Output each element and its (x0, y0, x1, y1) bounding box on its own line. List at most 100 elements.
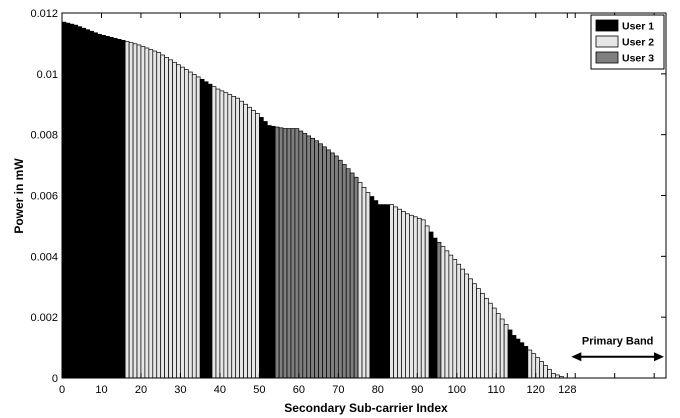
x-tick-label-128: 128 (558, 384, 576, 396)
bar-subcarrier-77 (361, 187, 367, 379)
bar-subcarrier-64 (310, 137, 316, 379)
bar-subcarrier-110 (491, 307, 497, 379)
y-axis-title: Power in mW (12, 158, 26, 234)
x-axis-title: Secondary Sub-carrier Index (284, 401, 448, 415)
primary-band-arrow-left-head (571, 352, 582, 362)
legend-swatch-1 (595, 19, 619, 32)
bar-subcarrier-56 (278, 127, 284, 379)
bar-subcarrier-4 (73, 24, 79, 379)
bar-subcarrier-72 (341, 164, 347, 379)
y-tick-label-6: 0.012 (30, 8, 58, 20)
bar-subcarrier-1 (61, 21, 67, 379)
bar-subcarrier-60 (294, 128, 300, 379)
bar-subcarrier-6 (81, 27, 87, 379)
x-tick-label-110: 110 (487, 384, 505, 396)
bar-subcarrier-78 (365, 192, 371, 379)
bar-subcarrier-53 (266, 125, 272, 379)
bar-subcarrier-66 (318, 143, 323, 379)
bar-subcarrier-98 (444, 250, 450, 379)
bar-subcarrier-122 (539, 361, 544, 379)
bar-subcarrier-83 (385, 204, 391, 379)
bar-subcarrier-30 (176, 64, 181, 379)
bar-subcarrier-42 (223, 92, 229, 379)
bar-subcarrier-52 (262, 121, 268, 379)
bar-subcarrier-18 (128, 42, 134, 379)
bar-subcarrier-47 (243, 103, 248, 379)
bar-subcarrier-104 (468, 278, 473, 379)
bar-subcarrier-63 (306, 135, 312, 379)
bar-subcarrier-75 (353, 176, 359, 379)
bar-subcarrier-108 (484, 297, 489, 379)
bar-subcarrier-38 (207, 83, 213, 379)
primary-band-arrow-right-head (654, 352, 664, 362)
bar-subcarrier-73 (345, 168, 351, 379)
bar-subcarrier-61 (298, 130, 304, 379)
x-tick-label-30: 30 (174, 384, 186, 396)
bar-subcarrier-9 (93, 32, 98, 379)
bar-subcarrier-14 (112, 37, 118, 379)
bar-subcarrier-58 (286, 128, 292, 379)
bar-subcarrier-34 (191, 74, 197, 379)
bar-subcarrier-96 (436, 241, 442, 379)
legend: User 1 User 2 User 3 (590, 14, 665, 70)
bar-subcarrier-92 (420, 219, 426, 379)
bar-subcarrier-70 (334, 155, 339, 379)
bar-subcarrier-118 (523, 346, 529, 379)
bar-subcarrier-26 (160, 54, 165, 379)
bar-subcarrier-41 (219, 90, 225, 379)
bar-subcarrier-106 (476, 288, 481, 379)
bar-subcarrier-115 (511, 335, 517, 379)
bar-subcarrier-2 (65, 22, 71, 379)
bar-subcarrier-59 (290, 128, 296, 379)
legend-label-1: User 1 (622, 21, 654, 33)
bar-subcarrier-10 (97, 33, 102, 379)
legend-swatch-2 (595, 35, 619, 48)
bar-subcarrier-124 (547, 369, 552, 379)
bar-subcarrier-46 (239, 100, 244, 379)
bar-subcarrier-33 (187, 71, 193, 379)
bar-subcarrier-105 (472, 283, 477, 379)
x-tick-label-20: 20 (135, 384, 147, 396)
bar-subcarrier-97 (440, 246, 446, 379)
bar-subcarrier-111 (495, 313, 501, 379)
bar-subcarrier-62 (302, 133, 308, 379)
x-tick-label-120: 120 (527, 384, 545, 396)
bar-subcarrier-94 (428, 231, 434, 379)
bar-subcarrier-45 (235, 97, 240, 379)
bar-subcarrier-114 (507, 329, 513, 379)
bar-subcarrier-17 (124, 41, 130, 379)
bar-subcarrier-29 (172, 61, 177, 379)
bar-subcarrier-117 (519, 342, 525, 379)
annotation-layer: Primary Band (571, 336, 664, 362)
bar-subcarrier-116 (515, 338, 521, 379)
bar-subcarrier-67 (322, 146, 327, 379)
bar-subcarrier-125 (551, 373, 556, 379)
bar-subcarrier-90 (413, 216, 418, 379)
bar-subcarrier-74 (349, 172, 355, 379)
bar-subcarrier-87 (401, 211, 406, 379)
bar-subcarrier-112 (499, 318, 505, 379)
bar-subcarrier-28 (168, 59, 173, 379)
bar-subcarrier-55 (274, 126, 280, 379)
bar-subcarrier-51 (259, 117, 264, 379)
bar-subcarrier-71 (337, 159, 343, 379)
bar-subcarrier-36 (199, 78, 205, 379)
bar-subcarrier-68 (326, 149, 331, 379)
bar-subcarrier-107 (480, 293, 485, 379)
bar-subcarrier-93 (424, 225, 430, 379)
x-tick-label-50: 50 (253, 384, 265, 396)
bar-subcarrier-100 (452, 259, 458, 379)
x-tick-label-100: 100 (448, 384, 466, 396)
bar-subcarrier-44 (231, 95, 237, 379)
bar-subcarrier-113 (503, 324, 509, 379)
bar-subcarrier-23 (148, 49, 154, 379)
x-tick-label-0: 0 (59, 384, 65, 396)
bar-subcarrier-8 (89, 30, 94, 379)
bar-subcarrier-119 (527, 349, 533, 379)
bar-subcarrier-123 (543, 365, 548, 379)
x-tick-label-80: 80 (372, 384, 384, 396)
legend-label-3: User 3 (622, 53, 654, 65)
y-tick-label-3: 0.006 (30, 191, 58, 203)
bar-subcarrier-11 (101, 34, 106, 379)
y-tick-label-1: 0.002 (30, 312, 58, 324)
